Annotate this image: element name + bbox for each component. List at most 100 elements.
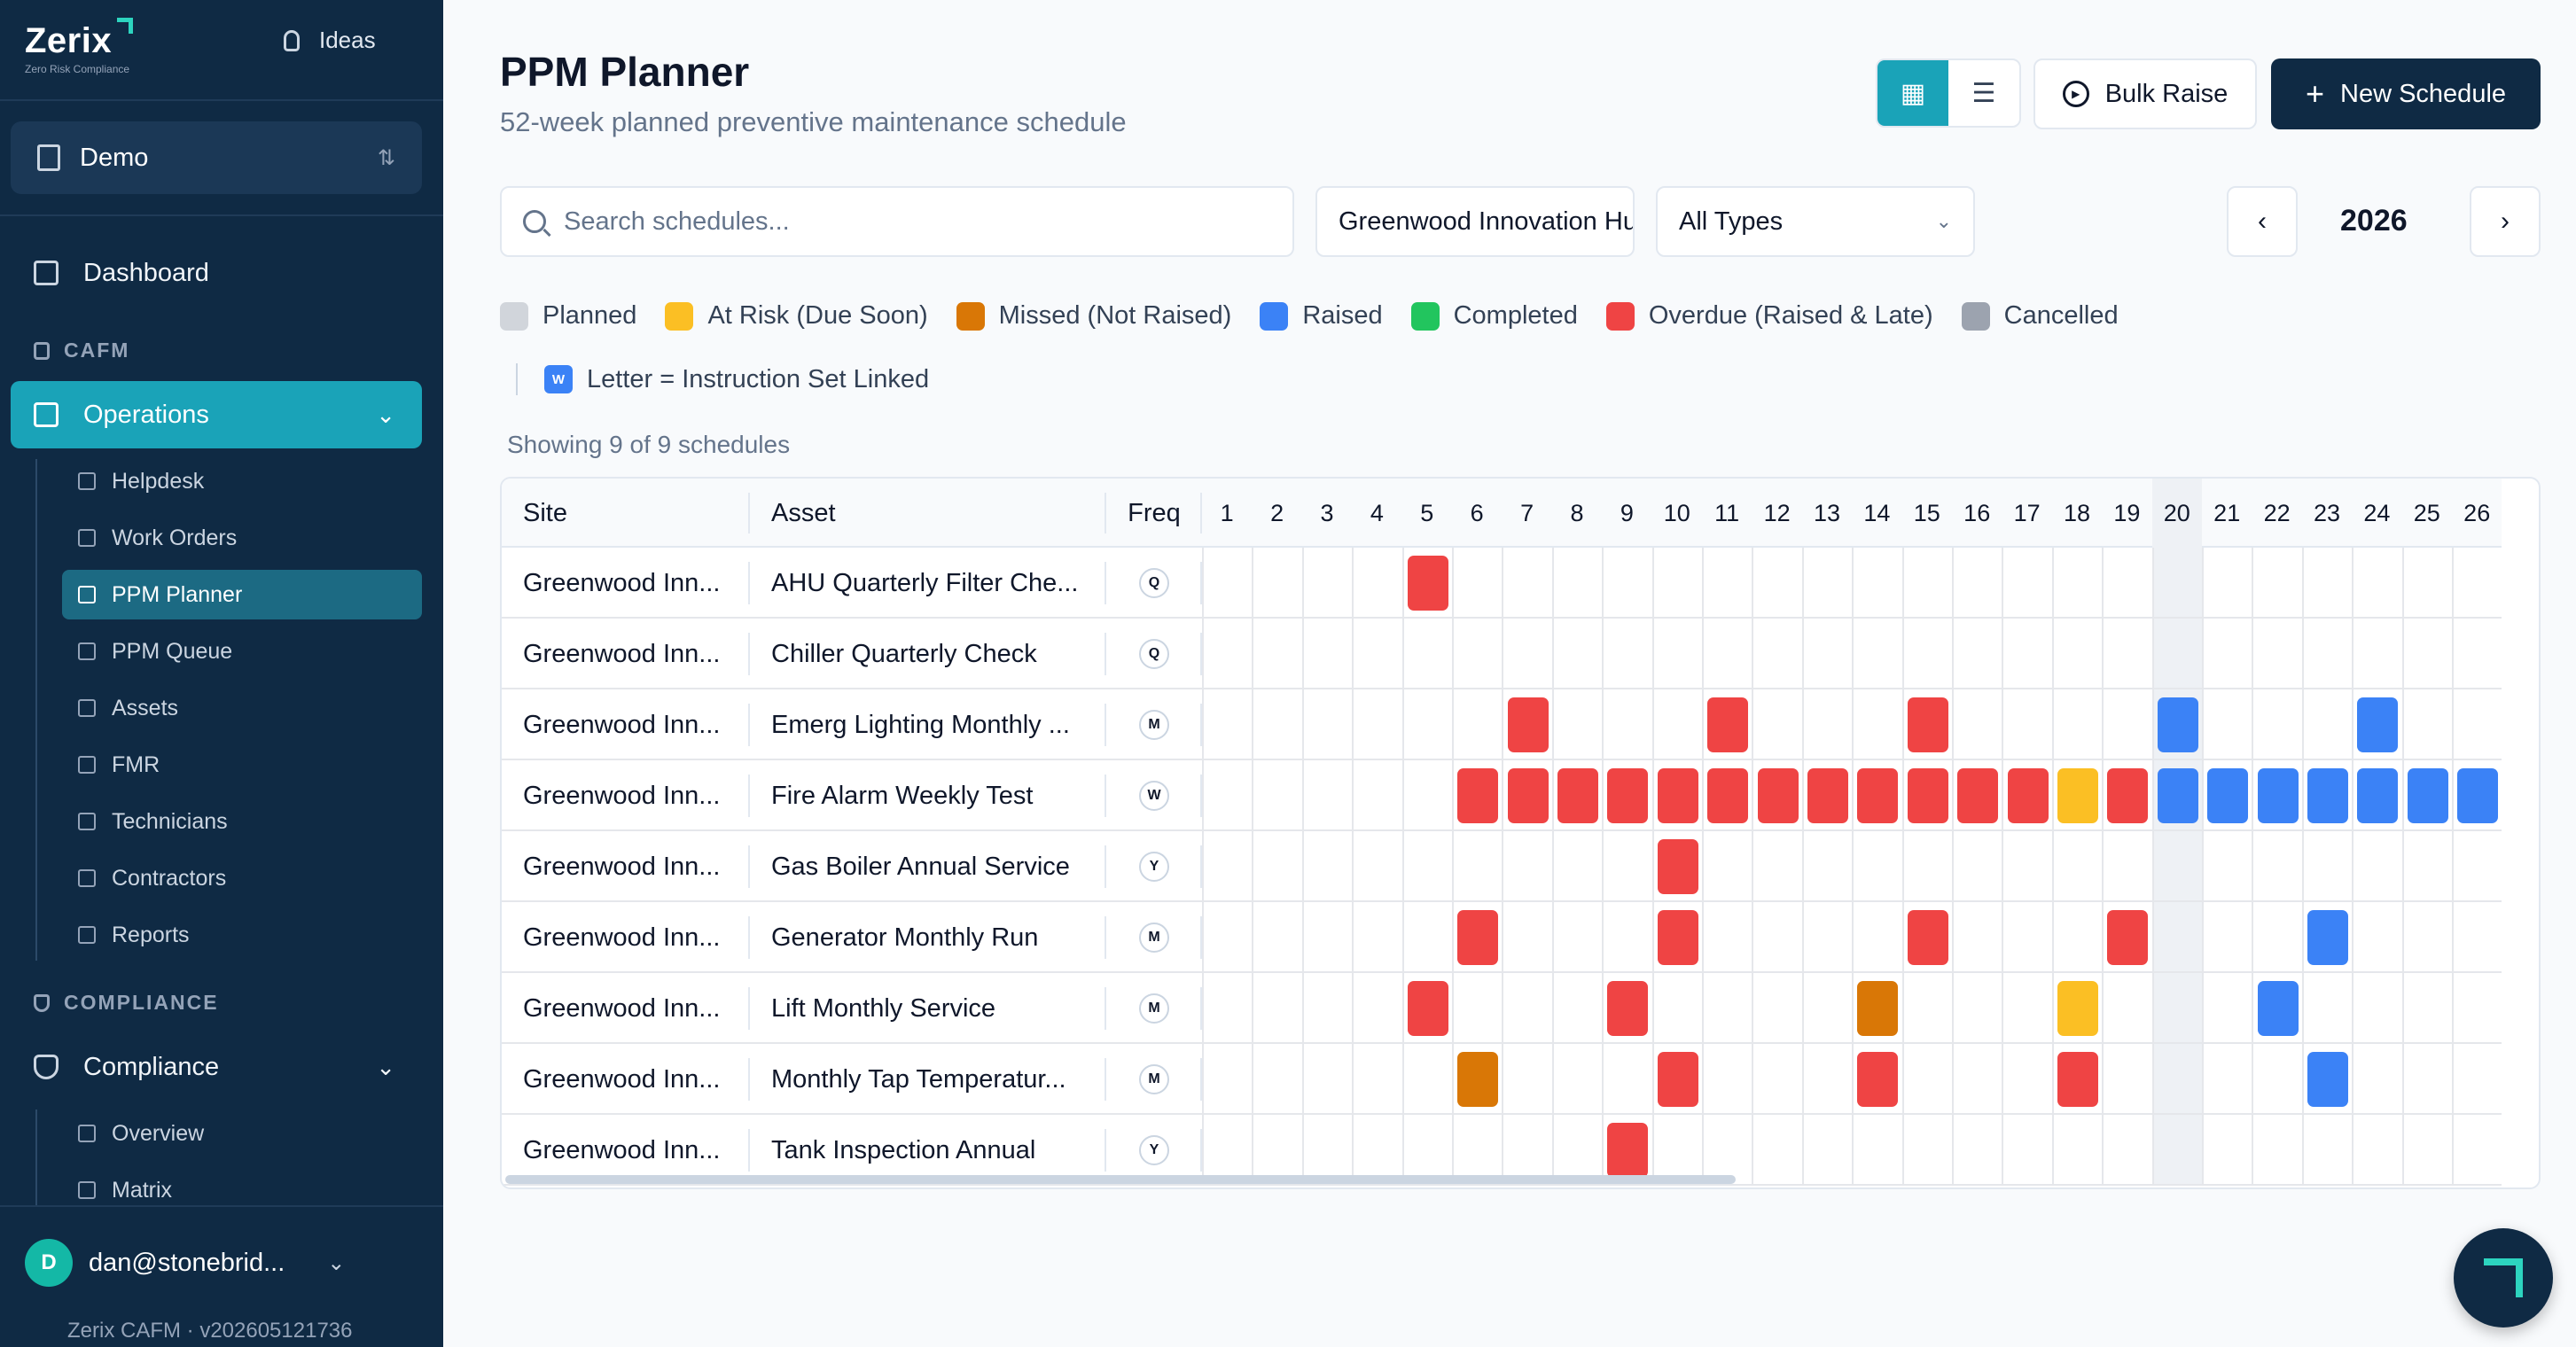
table-row[interactable] <box>502 689 2502 760</box>
week-header[interactable]: 11 <box>1714 499 1740 526</box>
sidebar-item-reports[interactable]: Reports <box>62 910 422 960</box>
type-select[interactable]: All Types ⌄ <box>1656 186 1975 257</box>
schedule-cell-raised[interactable] <box>2207 768 2249 823</box>
week-header[interactable]: 2 <box>1270 499 1284 526</box>
week-header[interactable]: 1 <box>1220 499 1234 526</box>
schedule-cell-raised[interactable] <box>2257 768 2299 823</box>
week-header[interactable]: 18 <box>2063 499 2091 526</box>
week-header[interactable]: 4 <box>1370 499 1384 526</box>
week-header[interactable]: 22 <box>2263 499 2291 526</box>
assistant-button[interactable] <box>2454 1228 2553 1328</box>
table-row[interactable] <box>502 1115 2502 1186</box>
search-input[interactable] <box>564 206 1273 237</box>
schedule-cell-missed[interactable] <box>1457 1052 1499 1107</box>
schedule-cell-overdue[interactable] <box>1657 1052 1698 1107</box>
sidebar-item-operations[interactable]: Operations ⌄ <box>11 381 422 448</box>
user-menu[interactable]: D dan@stonebrid... ⌄ <box>25 1239 345 1287</box>
schedule-cell-overdue[interactable] <box>2007 768 2049 823</box>
sidebar-item-overview[interactable]: Overview <box>62 1109 422 1158</box>
schedule-cell-overdue[interactable] <box>1507 697 1549 752</box>
schedule-cell-at_risk[interactable] <box>2057 981 2098 1036</box>
schedule-cell-raised[interactable] <box>2357 768 2399 823</box>
brand-logo[interactable]: Zerix Zero Risk Compliance <box>25 18 133 75</box>
schedule-cell-overdue[interactable] <box>1657 768 1698 823</box>
week-header[interactable]: 3 <box>1320 499 1334 526</box>
sidebar-item-technicians[interactable]: Technicians <box>62 797 422 846</box>
schedule-cell-raised[interactable] <box>2307 910 2348 965</box>
schedule-cell-overdue[interactable] <box>1407 556 1448 611</box>
week-header[interactable]: 12 <box>1763 499 1791 526</box>
table-row[interactable] <box>502 760 2502 831</box>
schedule-cell-overdue[interactable] <box>1907 910 1948 965</box>
schedule-cell-overdue[interactable] <box>1707 768 1749 823</box>
sidebar-item-dashboard[interactable]: Dashboard <box>11 239 422 307</box>
sidebar-item-compliance[interactable]: Compliance ⌄ <box>11 1033 422 1101</box>
table-row[interactable] <box>502 1044 2502 1115</box>
schedule-cell-overdue[interactable] <box>1457 768 1499 823</box>
week-header[interactable]: 24 <box>2363 499 2391 526</box>
schedule-cell-raised[interactable] <box>2157 768 2198 823</box>
schedule-cell-overdue[interactable] <box>1457 910 1499 965</box>
week-header[interactable]: 10 <box>1663 499 1690 526</box>
schedule-cell-missed[interactable] <box>1857 981 1899 1036</box>
schedule-cell-overdue[interactable] <box>1407 981 1448 1036</box>
week-header[interactable]: 21 <box>2213 499 2241 526</box>
horizontal-scrollbar[interactable] <box>505 1175 1736 1184</box>
schedule-cell-raised[interactable] <box>2307 1052 2348 1107</box>
schedule-cell-raised[interactable] <box>2257 981 2299 1036</box>
schedule-cell-overdue[interactable] <box>1657 839 1698 894</box>
sidebar-item-contractors[interactable]: Contractors <box>62 853 422 903</box>
bulk-raise-button[interactable]: ▶ Bulk Raise <box>2033 58 2257 129</box>
table-row[interactable] <box>502 831 2502 902</box>
sidebar-item-work-orders[interactable]: Work Orders <box>62 513 422 563</box>
week-header[interactable]: 20 <box>2163 499 2190 526</box>
list-view-button[interactable]: ☰ <box>1948 60 2019 126</box>
schedule-cell-overdue[interactable] <box>2107 910 2149 965</box>
week-header[interactable]: 5 <box>1420 499 1434 526</box>
week-header[interactable]: 15 <box>1913 499 1940 526</box>
table-row[interactable] <box>502 902 2502 973</box>
week-header[interactable]: 6 <box>1470 499 1484 526</box>
sidebar-item-ppm-queue[interactable]: PPM Queue <box>62 627 422 676</box>
schedule-cell-at_risk[interactable] <box>2057 768 2098 823</box>
schedule-cell-overdue[interactable] <box>1907 697 1948 752</box>
schedule-cell-overdue[interactable] <box>1957 768 1999 823</box>
week-header[interactable]: 7 <box>1520 499 1534 526</box>
table-row[interactable] <box>502 619 2502 689</box>
schedule-cell-overdue[interactable] <box>1857 1052 1899 1107</box>
schedule-cell-overdue[interactable] <box>1907 768 1948 823</box>
schedule-cell-overdue[interactable] <box>2107 768 2149 823</box>
sidebar-item-assets[interactable]: Assets <box>62 683 422 733</box>
schedule-cell-overdue[interactable] <box>1757 768 1799 823</box>
schedule-cell-overdue[interactable] <box>1507 768 1549 823</box>
schedule-cell-raised[interactable] <box>2157 697 2198 752</box>
week-header[interactable]: 19 <box>2113 499 2141 526</box>
schedule-cell-overdue[interactable] <box>1607 768 1649 823</box>
schedule-cell-overdue[interactable] <box>1707 697 1749 752</box>
week-header[interactable]: 13 <box>1813 499 1841 526</box>
week-header[interactable]: 16 <box>1963 499 1991 526</box>
sidebar-item-helpdesk[interactable]: Helpdesk <box>62 456 422 506</box>
week-header[interactable]: 9 <box>1620 499 1634 526</box>
ideas-button[interactable]: Ideas <box>284 27 376 54</box>
schedule-cell-overdue[interactable] <box>1607 1123 1649 1178</box>
previous-year-button[interactable]: ‹ <box>2227 186 2298 257</box>
next-year-button[interactable]: › <box>2470 186 2541 257</box>
schedule-cell-overdue[interactable] <box>1657 910 1698 965</box>
week-header[interactable]: 23 <box>2313 499 2341 526</box>
sidebar-item-ppm-planner[interactable]: PPM Planner <box>62 570 422 619</box>
schedule-cell-overdue[interactable] <box>1557 768 1598 823</box>
schedule-cell-raised[interactable] <box>2307 768 2348 823</box>
new-schedule-button[interactable]: + New Schedule <box>2271 58 2541 129</box>
site-select[interactable]: Greenwood Innovation Hub <box>1315 186 1635 257</box>
schedule-cell-overdue[interactable] <box>1857 768 1899 823</box>
schedule-cell-raised[interactable] <box>2357 697 2399 752</box>
week-header[interactable]: 25 <box>2413 499 2440 526</box>
week-header[interactable]: 17 <box>2013 499 2041 526</box>
sidebar-item-matrix[interactable]: Matrix <box>62 1165 422 1215</box>
week-header[interactable]: 8 <box>1570 499 1584 526</box>
schedule-cell-overdue[interactable] <box>1807 768 1848 823</box>
schedule-cell-overdue[interactable] <box>1607 981 1649 1036</box>
search-field[interactable] <box>500 186 1294 257</box>
week-header[interactable]: 26 <box>2463 499 2491 526</box>
